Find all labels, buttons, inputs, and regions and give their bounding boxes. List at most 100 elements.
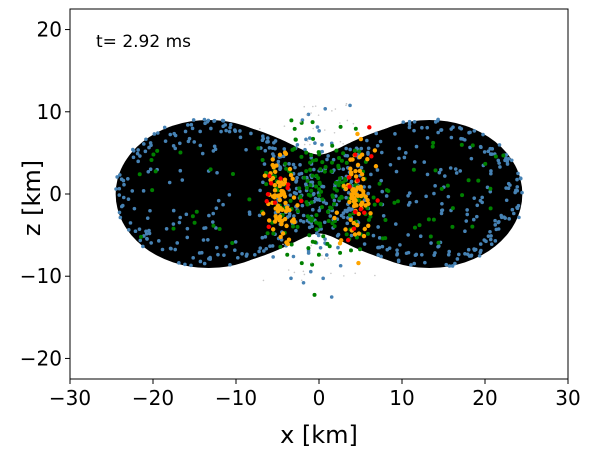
point-steelblue <box>344 195 348 200</box>
point-green <box>476 178 481 183</box>
point-orange <box>347 199 352 205</box>
point-orange <box>365 156 370 162</box>
point-steelblue <box>136 148 140 152</box>
point-gray <box>283 125 286 127</box>
point-green <box>316 176 321 181</box>
point-steelblue <box>331 157 336 162</box>
point-red <box>285 185 290 191</box>
point-green <box>304 169 309 174</box>
point-steelblue <box>418 234 423 239</box>
point-green <box>316 252 321 257</box>
point-green <box>417 223 422 228</box>
point-orange <box>280 231 286 236</box>
point-steelblue <box>198 259 203 264</box>
point-steelblue <box>141 189 146 193</box>
point-green <box>368 214 373 219</box>
point-steelblue <box>449 135 454 140</box>
point-steelblue <box>475 214 479 219</box>
point-steelblue <box>439 167 443 172</box>
point-steelblue <box>201 238 206 242</box>
point-steelblue <box>407 119 412 124</box>
point-green <box>230 241 235 246</box>
point-steelblue <box>228 122 233 127</box>
point-orange <box>279 221 284 227</box>
point-orange <box>356 231 362 236</box>
point-steelblue <box>435 118 440 123</box>
point-steelblue <box>433 184 437 188</box>
point-orange <box>278 234 283 240</box>
point-steelblue <box>163 139 168 143</box>
point-green <box>297 186 302 191</box>
point-steelblue <box>409 263 413 267</box>
point-orange <box>287 166 293 172</box>
point-steelblue <box>488 237 493 242</box>
point-orange <box>270 227 276 232</box>
x-tick-label: −10 <box>215 386 257 410</box>
point-orange <box>278 218 283 223</box>
point-gray <box>342 142 344 145</box>
point-steelblue <box>465 208 469 212</box>
point-orange <box>350 157 355 162</box>
point-steelblue <box>131 147 135 152</box>
point-green <box>384 188 389 193</box>
point-steelblue <box>273 146 277 151</box>
point-steelblue <box>464 219 469 223</box>
point-steelblue <box>203 121 207 126</box>
point-steelblue <box>128 221 133 225</box>
point-green <box>501 153 506 158</box>
point-steelblue <box>146 169 151 174</box>
point-green <box>378 202 383 207</box>
point-green <box>208 167 213 172</box>
point-orange <box>356 211 361 217</box>
point-steelblue <box>490 147 495 151</box>
point-red <box>346 175 352 180</box>
point-steelblue <box>288 193 293 197</box>
point-steelblue <box>378 139 383 144</box>
point-orange <box>332 215 337 221</box>
point-steelblue <box>453 261 457 266</box>
point-steelblue <box>341 167 346 171</box>
point-steelblue <box>478 144 483 149</box>
point-steelblue <box>397 156 401 161</box>
point-green <box>310 173 315 178</box>
point-steelblue <box>379 150 384 155</box>
point-orange <box>353 174 359 179</box>
point-orange <box>262 173 268 178</box>
point-gray <box>321 254 323 257</box>
point-gray <box>282 243 284 246</box>
point-steelblue <box>517 215 521 220</box>
point-steelblue <box>447 264 452 268</box>
point-steelblue <box>489 234 493 238</box>
point-green <box>336 183 341 188</box>
point-green <box>310 158 315 163</box>
point-gray <box>339 140 342 143</box>
point-steelblue <box>117 210 122 215</box>
point-steelblue <box>257 249 261 254</box>
point-green <box>337 176 342 181</box>
point-steelblue <box>516 203 521 208</box>
point-green <box>322 169 327 174</box>
point-steelblue <box>350 207 354 211</box>
point-steelblue <box>271 154 276 158</box>
point-steelblue <box>152 132 157 136</box>
point-steelblue <box>362 198 367 202</box>
point-steelblue <box>228 125 232 130</box>
point-orange <box>270 194 276 199</box>
point-steelblue <box>238 135 243 140</box>
point-green <box>151 152 156 157</box>
point-steelblue <box>216 198 221 203</box>
point-steelblue <box>493 223 498 227</box>
point-steelblue <box>298 218 303 223</box>
point-steelblue <box>467 130 471 135</box>
point-orange <box>349 172 354 177</box>
point-green <box>365 231 370 236</box>
point-steelblue <box>189 263 193 268</box>
point-steelblue <box>306 112 311 117</box>
point-steelblue <box>282 147 287 151</box>
point-red <box>358 206 364 212</box>
point-red <box>286 182 291 187</box>
point-green <box>314 184 319 189</box>
point-green <box>295 209 300 214</box>
point-steelblue <box>257 213 262 218</box>
point-green <box>230 172 235 177</box>
